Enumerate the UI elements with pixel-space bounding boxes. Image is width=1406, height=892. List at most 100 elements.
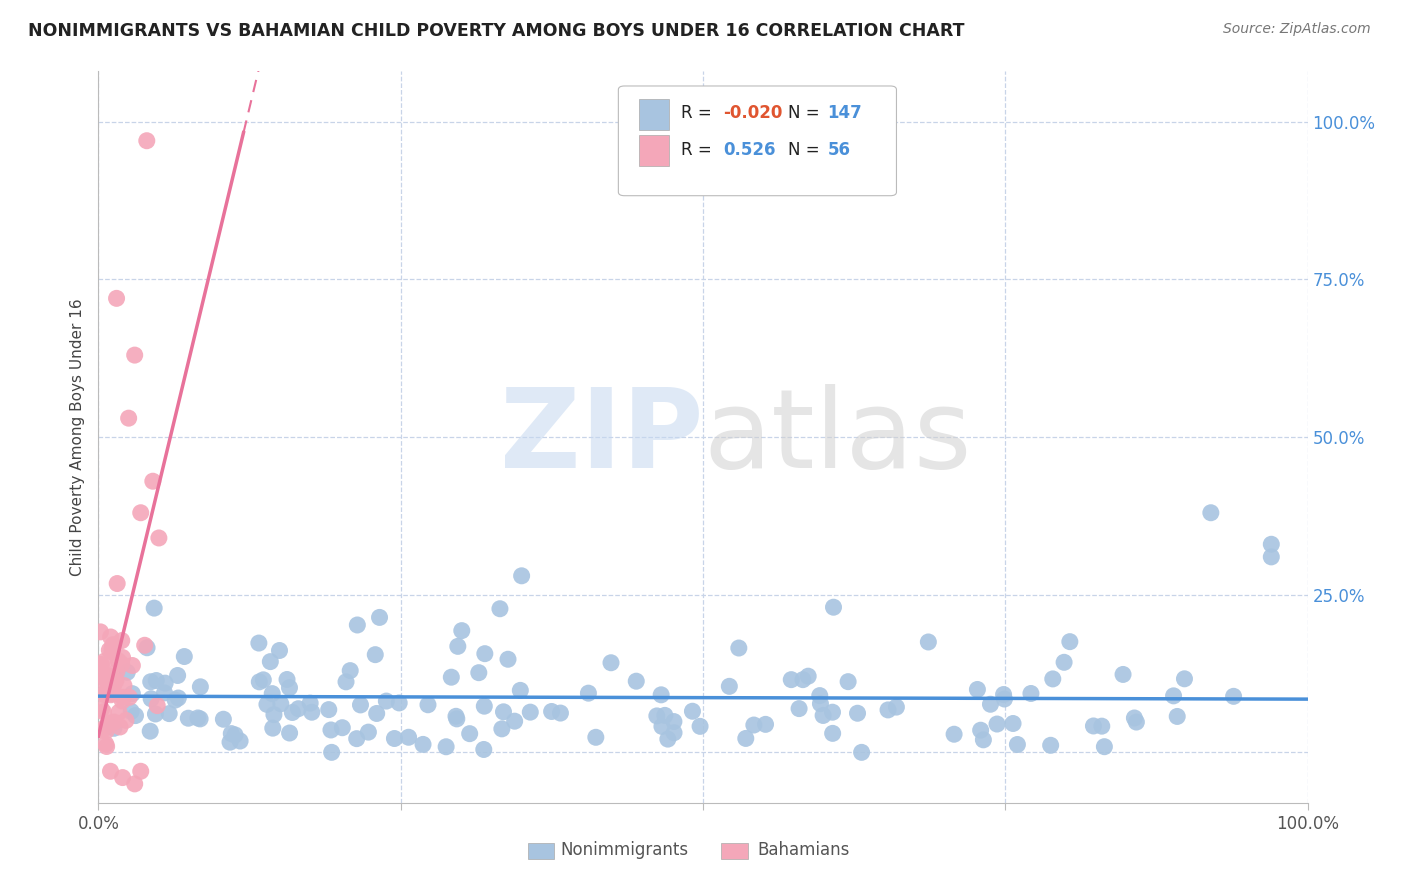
Point [509,683,531,698]
Point [145,673,167,688]
Point [93,673,115,688]
Point [148,531,170,545]
Point [1112,667,1135,681]
Point [262,687,284,701]
Point [780,673,803,687]
Point [135,134,157,148]
Text: atlas: atlas [703,384,972,491]
Point [89,624,111,639]
Point [318,703,340,717]
Point [434,739,457,754]
Point [1059,634,1081,648]
Point [100,630,122,644]
Point [969,723,991,738]
Point [212,712,235,726]
Point [811,708,834,723]
Point [124,348,146,362]
Point [146,698,169,713]
Point [108,720,131,734]
Point [321,745,343,759]
Point [797,669,820,683]
Point [450,624,472,638]
Point [810,697,832,711]
Text: 56: 56 [828,141,851,159]
Point [330,721,353,735]
Point [339,664,361,678]
Point [101,645,124,659]
Point [1091,719,1114,733]
Point [96,673,118,687]
Point [474,647,496,661]
Point [1173,672,1195,686]
Point [384,731,406,746]
Text: -0.020: -0.020 [724,104,783,122]
Point [808,689,831,703]
Text: 0.526: 0.526 [724,141,776,159]
Point [510,569,533,583]
Point [91,723,114,738]
Point [108,706,131,720]
Point [121,687,143,701]
Point [224,728,246,742]
Text: Bahamians: Bahamians [758,841,849,859]
Point [115,714,138,728]
Point [398,731,420,745]
Point [1019,686,1042,700]
Point [187,711,209,725]
Point [364,648,387,662]
Point [821,726,844,740]
Point [118,690,141,705]
Point [96,739,118,754]
Point [1007,738,1029,752]
Point [1039,739,1062,753]
Point [145,706,167,721]
Point [94,737,117,751]
Point [662,714,685,729]
Point [105,665,128,679]
Point [651,719,673,733]
Point [1166,709,1188,723]
FancyBboxPatch shape [638,99,669,130]
Point [585,731,607,745]
Point [111,633,134,648]
Point [472,742,495,756]
Point [335,674,357,689]
Point [167,691,190,706]
Point [823,600,845,615]
Point [100,669,122,683]
Point [256,698,278,712]
Text: N =: N = [787,141,824,159]
Point [519,705,541,719]
Point [1260,537,1282,551]
Point [727,640,749,655]
Point [190,680,212,694]
Point [111,694,134,708]
Point [792,673,814,687]
Point [105,576,128,591]
Point [107,654,129,668]
Point [117,665,139,680]
Point [578,686,600,700]
Point [100,764,122,779]
Point [96,723,118,738]
Point [626,674,648,689]
Point [846,706,869,721]
Point [979,698,1001,712]
Point [120,705,142,719]
Point [93,705,115,719]
Point [1042,672,1064,686]
Point [877,703,900,717]
Point [837,674,859,689]
Point [681,704,703,718]
Text: NONIMMIGRANTS VS BAHAMIAN CHILD POVERTY AMONG BOYS UNDER 16 CORRELATION CHART: NONIMMIGRANTS VS BAHAMIAN CHILD POVERTY … [28,22,965,40]
Point [91,665,114,680]
Point [124,708,146,723]
Text: 147: 147 [828,104,862,122]
Point [259,655,281,669]
Point [221,726,243,740]
Point [1222,690,1244,704]
Point [496,652,519,666]
Point [93,688,115,702]
Point [94,672,117,686]
Point [600,656,623,670]
